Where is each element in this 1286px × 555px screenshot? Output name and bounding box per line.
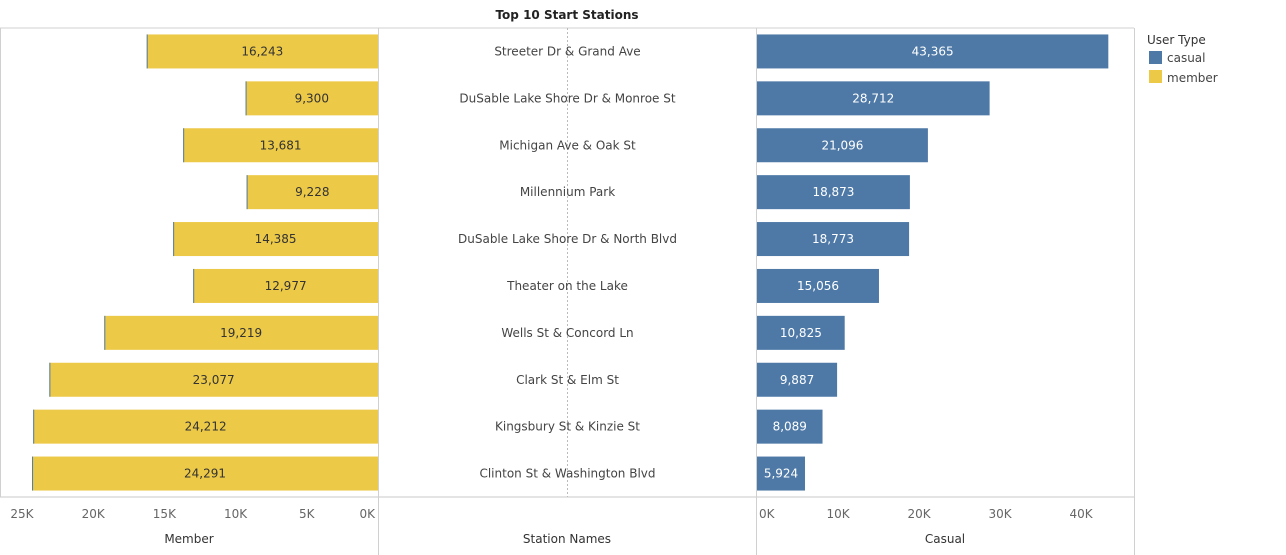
member-bar [173, 222, 378, 257]
station-label: Millennium Park [520, 185, 615, 199]
casual-value-label: 15,056 [797, 279, 839, 293]
casual-value-label: 8,089 [773, 420, 807, 434]
station-label: Wells St & Concord Ln [501, 326, 633, 340]
casual-bar [757, 81, 990, 116]
station-label: Theater on the Lake [506, 279, 628, 293]
casual-bar [757, 34, 1109, 69]
legend: User Type casual member [1147, 33, 1218, 85]
station-axis-title: Station Names [523, 532, 611, 546]
casual-bar [757, 128, 928, 163]
legend-swatch-member [1149, 70, 1162, 83]
casual-tick-label: 30K [988, 507, 1012, 521]
chart-frame [0, 27, 1135, 555]
casual-value-label: 9,887 [780, 373, 814, 387]
casual-value-label: 5,924 [764, 467, 798, 481]
member-bar [246, 175, 378, 210]
member-bar [32, 456, 378, 491]
legend-label-member: member [1167, 71, 1218, 85]
casual-bar [757, 315, 845, 350]
legend-swatch-casual [1149, 51, 1162, 64]
casual-tick-label: 10K [826, 507, 850, 521]
station-label: Michigan Ave & Oak St [499, 138, 636, 152]
member-bar [33, 409, 378, 444]
casual-value-label: 28,712 [852, 91, 894, 105]
member-bars: 16,243 9,300 13,681 9,228 14,385 12,977 19,219… [32, 34, 378, 491]
member-tick-label: 20K [82, 507, 106, 521]
casual-tick-label: 20K [907, 507, 931, 521]
member-value-label: 14,385 [255, 232, 297, 246]
legend-label-casual: casual [1167, 51, 1206, 65]
member-tick-label: 5K [299, 507, 316, 521]
member-value-label: 13,681 [260, 138, 302, 152]
station-label: Kingsbury St & Kinzie St [495, 420, 640, 434]
casual-value-label: 10,825 [780, 326, 822, 340]
member-value-label: 23,077 [193, 373, 235, 387]
station-label: DuSable Lake Shore Dr & North Blvd [458, 232, 677, 246]
casual-bar [757, 362, 838, 397]
member-value-label: 12,977 [265, 279, 307, 293]
member-bar [104, 315, 378, 350]
casual-bar [757, 175, 910, 210]
casual-value-label: 18,873 [812, 185, 854, 199]
casual-bars: 43,365 28,712 21,096 18,873 18,773 15,056 10,8… [757, 34, 1109, 491]
member-value-label: 24,291 [184, 467, 226, 481]
station-labels: Streeter Dr & Grand Ave DuSable Lake Shor… [458, 44, 677, 480]
member-bar [146, 34, 378, 69]
casual-axis-title: Casual [925, 532, 965, 546]
casual-value-label: 21,096 [821, 138, 863, 152]
member-tick-label: 15K [153, 507, 177, 521]
station-label: Clark St & Elm St [516, 373, 619, 387]
member-tick-label: 0K [359, 507, 376, 521]
member-bar [245, 81, 378, 116]
member-bar [183, 128, 378, 163]
legend-title: User Type [1147, 33, 1206, 47]
casual-bar [757, 222, 910, 257]
casual-tick-label: 40K [1069, 507, 1093, 521]
member-bar [193, 268, 378, 303]
member-value-label: 9,300 [295, 91, 329, 105]
station-label: Streeter Dr & Grand Ave [494, 44, 640, 58]
casual-bar [757, 268, 879, 303]
member-bar [49, 362, 378, 397]
casual-value-label: 18,773 [812, 232, 854, 246]
chart-title: Top 10 Start Stations [495, 8, 638, 22]
member-tick-label: 25K [10, 507, 34, 521]
member-value-label: 24,212 [185, 420, 227, 434]
member-value-label: 16,243 [241, 44, 283, 58]
axes: 25K 20K 15K 10K 5K 0K 0K 10K 20K 30K 40K [10, 507, 1093, 521]
casual-value-label: 43,365 [912, 44, 954, 58]
casual-bar [757, 409, 823, 444]
casual-bar [757, 456, 805, 491]
member-tick-label: 10K [224, 507, 248, 521]
casual-tick-label: 0K [759, 507, 776, 521]
station-label: Clinton St & Washington Blvd [479, 467, 655, 481]
station-label: DuSable Lake Shore Dr & Monroe St [459, 91, 675, 105]
member-value-label: 9,228 [295, 185, 329, 199]
member-value-label: 19,219 [220, 326, 262, 340]
member-axis-title: Member [164, 532, 213, 546]
